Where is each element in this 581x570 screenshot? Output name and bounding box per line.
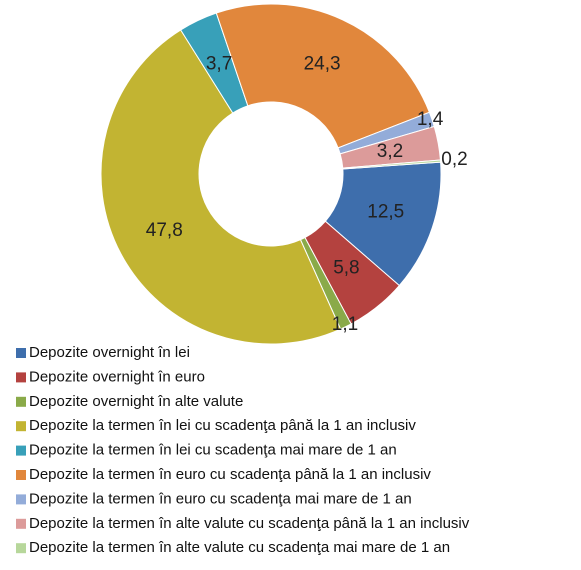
legend-label: Depozite la termen în lei cu scadenţa pâ… xyxy=(29,417,416,434)
legend-label: Depozite overnight în lei xyxy=(29,344,190,361)
legend-swatch xyxy=(16,518,26,529)
value-label: 24,3 xyxy=(304,53,341,74)
value-label: 47,8 xyxy=(146,220,183,241)
value-label: 1,1 xyxy=(332,314,358,335)
legend-label: Depozite la termen în euro cu scadenţa m… xyxy=(29,490,412,507)
donut-slice xyxy=(100,29,342,345)
legend-label: Depozite la termen în lei cu scadenţa ma… xyxy=(29,442,397,459)
value-label: 3,2 xyxy=(377,141,403,162)
legend-label: Depozite la termen în euro cu scadenţa p… xyxy=(29,466,431,483)
legend-swatch xyxy=(16,470,26,480)
value-label: 0,2 xyxy=(441,149,467,170)
legend-label: Depozite la termen în alte valute cu sca… xyxy=(29,515,470,532)
donut-slice xyxy=(342,159,442,170)
legend-label: Depozite la termen în alte valute cu sca… xyxy=(29,539,450,556)
value-label: 12,5 xyxy=(367,201,404,222)
legend-swatch xyxy=(16,348,26,358)
value-label: 5,8 xyxy=(333,258,359,279)
legend-label: Depozite overnight în euro xyxy=(29,368,205,385)
legend-label: Depozite overnight în alte valute xyxy=(29,393,243,410)
donut-slice xyxy=(324,161,442,287)
legend-swatch xyxy=(16,421,26,432)
legend-swatch xyxy=(16,543,26,554)
donut-slice xyxy=(215,3,431,149)
legend-swatch xyxy=(16,445,26,456)
value-label: 1,4 xyxy=(417,109,444,130)
legend-swatch xyxy=(16,372,26,383)
legend-swatch xyxy=(16,396,26,407)
value-label: 3,7 xyxy=(206,54,232,75)
legend-swatch xyxy=(16,494,26,505)
